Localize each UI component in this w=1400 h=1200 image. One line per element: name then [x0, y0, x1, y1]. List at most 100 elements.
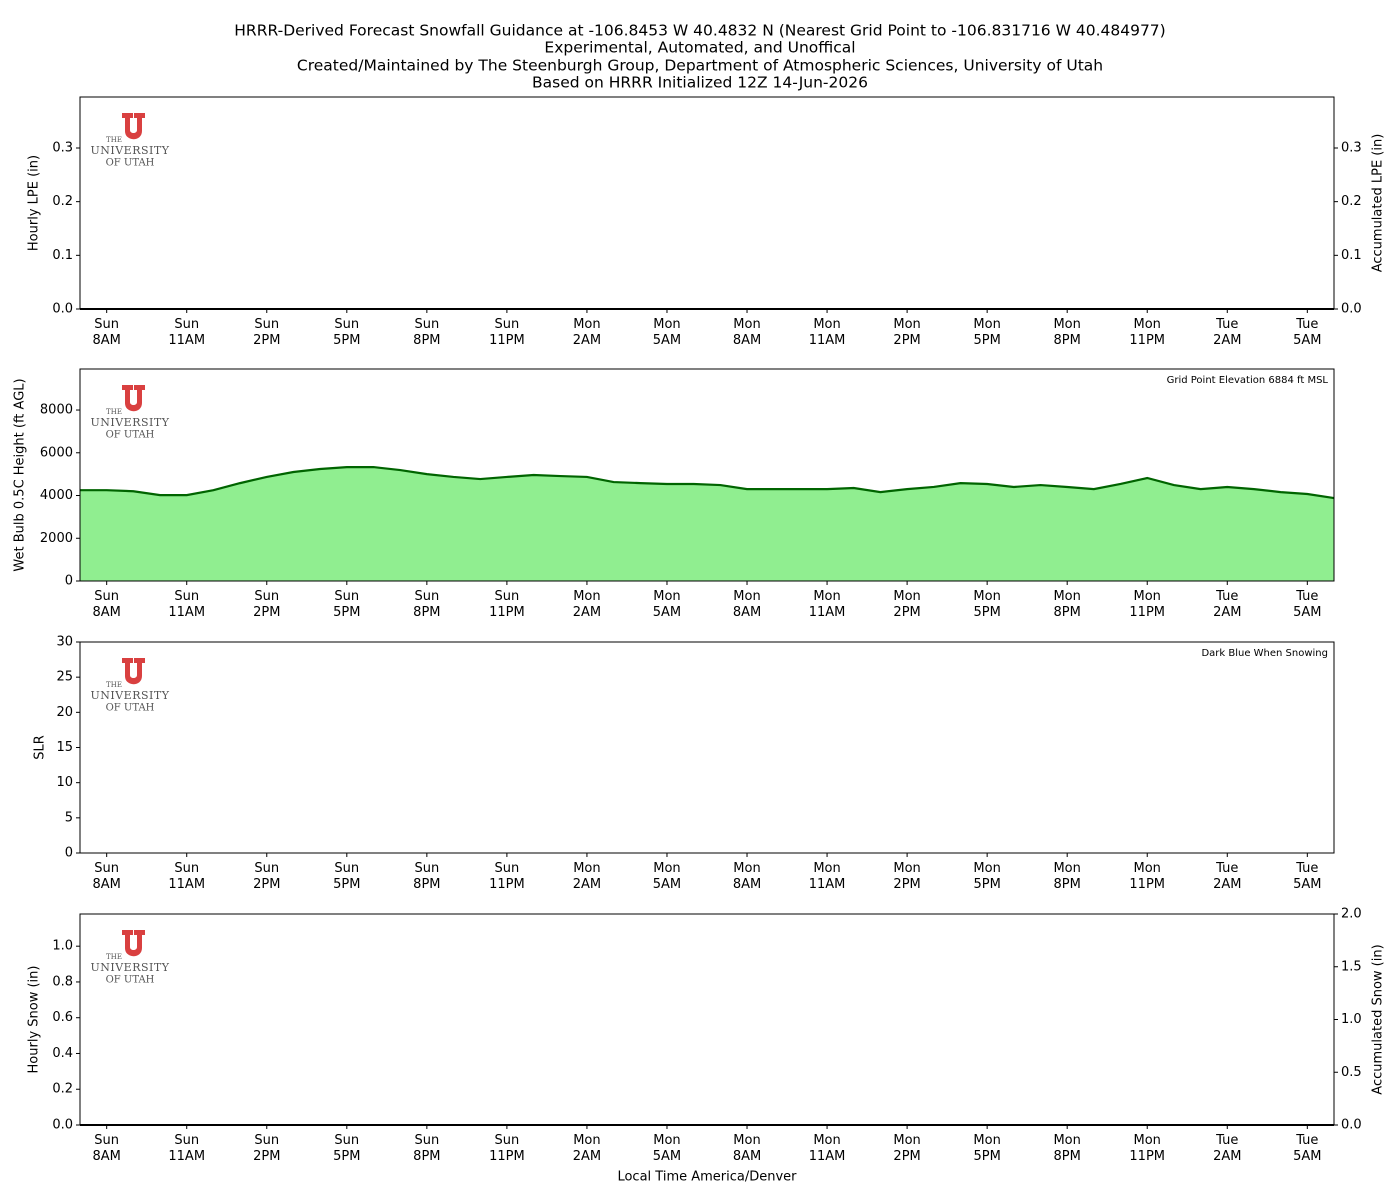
y2-axis-label: Accumulated Snow (in)	[1371, 944, 1386, 1094]
x-tick-label: Tue 2AM	[1213, 1133, 1242, 1164]
y2-tick-label: 0.1	[1341, 248, 1362, 263]
y-axis-label: Wet Bulb 0.5C Height (ft AGL)	[13, 378, 28, 571]
plot-frame	[79, 641, 1335, 854]
logo-text: OF UTAH	[106, 158, 155, 169]
y2-tick-label: 1.5	[1341, 959, 1362, 974]
x-tick-label: Sun 5PM	[333, 1133, 361, 1164]
x-tick-label: Mon 5AM	[652, 861, 682, 892]
y-tick-label: 0.8	[52, 974, 73, 989]
y-tick-label: 10	[56, 775, 73, 790]
logo-mark	[122, 385, 145, 412]
x-tick-label: Mon 5AM	[652, 1133, 682, 1164]
x-tick-label: Sun 8AM	[92, 861, 121, 892]
logo-text: THE	[106, 408, 122, 416]
y-tick-label: 5	[65, 810, 73, 825]
title-line: HRRR-Derived Forecast Snowfall Guidance …	[234, 22, 1165, 40]
x-tick-label: Mon 11AM	[808, 1133, 846, 1164]
y2-tick-label: 1.0	[1341, 1012, 1362, 1027]
x-tick-label: Mon 11AM	[808, 317, 846, 348]
annotation: Dark Blue When Snowing	[1201, 648, 1328, 659]
x-tick-label: Mon 11AM	[808, 589, 846, 620]
y-tick-label: 30	[56, 635, 73, 650]
x-tick-label: Sun 11AM	[168, 317, 206, 348]
y-tick-label: 0	[65, 574, 73, 589]
y2-tick-label: 0.0	[1341, 1118, 1362, 1133]
x-tick-label: Mon 11PM	[1129, 1133, 1166, 1164]
logo-text: OF UTAH	[106, 703, 155, 714]
logo-text: UNIVERSITY	[91, 144, 170, 157]
x-tick-label: Tue 5AM	[1293, 1133, 1322, 1164]
y2-tick-label: 2.0	[1341, 907, 1362, 922]
logo-mark	[122, 113, 145, 140]
x-tick-label: Mon 8PM	[1053, 589, 1081, 620]
x-axis-label: Local Time America/Denver	[617, 1170, 797, 1185]
logo-text: OF UTAH	[106, 975, 155, 986]
x-tick-label: Mon 8PM	[1053, 861, 1081, 892]
x-tick-label: Sun 8AM	[92, 1133, 121, 1164]
title-line: Created/Maintained by The Steenburgh Gro…	[297, 57, 1103, 75]
x-tick-label: Sun 5PM	[333, 861, 361, 892]
y-tick-label: 0	[65, 846, 73, 861]
logo-text: OF UTAH	[106, 430, 155, 441]
title-line: Experimental, Automated, and Unoffical	[544, 39, 855, 57]
x-tick-label: Tue 2AM	[1213, 317, 1242, 348]
logo-text: UNIVERSITY	[91, 689, 170, 702]
y-tick-label: 0.2	[52, 194, 73, 209]
x-tick-label: Sun 8PM	[413, 589, 441, 620]
y-tick-label: 15	[56, 740, 73, 755]
x-tick-label: Mon 8AM	[732, 861, 762, 892]
y-tick-label: 0.3	[52, 140, 73, 155]
y-tick-label: 0.0	[52, 1118, 73, 1133]
x-tick-label: Mon 11AM	[808, 861, 846, 892]
x-tick-label: Tue 2AM	[1213, 861, 1242, 892]
x-tick-label: Sun 8PM	[413, 1133, 441, 1164]
logo-text: THE	[106, 681, 122, 689]
x-tick-label: Mon 2PM	[893, 1133, 921, 1164]
logo-mark	[122, 658, 145, 685]
y-tick-label: 0.4	[52, 1046, 73, 1061]
y-tick-label: 6000	[40, 445, 73, 460]
y-tick-label: 20	[56, 705, 73, 720]
x-tick-label: Mon 2AM	[572, 317, 602, 348]
x-tick-label: Mon 11PM	[1129, 861, 1166, 892]
y-tick-label: 2000	[40, 531, 73, 546]
x-tick-label: Sun 11AM	[168, 861, 206, 892]
x-tick-label: Sun 2PM	[253, 861, 281, 892]
x-tick-label: Sun 2PM	[253, 1133, 281, 1164]
x-tick-label: Mon 2AM	[572, 1133, 602, 1164]
x-tick-label: Sun 11PM	[489, 589, 525, 620]
x-tick-label: Sun 11AM	[168, 1133, 206, 1164]
x-tick-label: Mon 11PM	[1129, 589, 1166, 620]
y2-tick-label: 0.2	[1341, 194, 1362, 209]
x-tick-label: Sun 11PM	[489, 861, 525, 892]
x-tick-label: Mon 2AM	[572, 589, 602, 620]
annotation: Grid Point Elevation 6884 ft MSL	[1167, 375, 1329, 386]
x-tick-label: Mon 8AM	[732, 589, 762, 620]
x-tick-label: Tue 5AM	[1293, 861, 1322, 892]
y-tick-label: 1.0	[52, 939, 73, 954]
y-tick-label: 0.1	[52, 248, 73, 263]
x-tick-label: Tue 5AM	[1293, 589, 1322, 620]
x-tick-label: Sun 11PM	[489, 1133, 525, 1164]
x-tick-label: Sun 11PM	[489, 317, 525, 348]
logo-mark	[122, 930, 145, 957]
x-tick-label: Mon 5PM	[973, 317, 1001, 348]
y2-tick-label: 0.3	[1341, 140, 1362, 155]
x-tick-label: Tue 5AM	[1293, 317, 1322, 348]
x-tick-label: Mon 5PM	[973, 589, 1001, 620]
y-axis-label: Hourly LPE (in)	[27, 155, 42, 251]
x-tick-label: Sun 11AM	[168, 589, 206, 620]
y2-axis-label: Accumulated LPE (in)	[1371, 134, 1386, 273]
x-tick-label: Mon 5AM	[652, 589, 682, 620]
y-tick-label: 0.0	[52, 302, 73, 317]
plot-frame	[79, 913, 1335, 1126]
x-tick-label: Mon 5AM	[652, 317, 682, 348]
x-tick-label: Mon 8AM	[732, 317, 762, 348]
plot-frame	[79, 96, 1335, 310]
y2-tick-label: 0.5	[1341, 1065, 1362, 1080]
plot-frame	[79, 368, 1335, 582]
x-tick-label: Mon 2AM	[572, 861, 602, 892]
title-line: Based on HRRR Initialized 12Z 14-Jun-202…	[532, 74, 868, 92]
